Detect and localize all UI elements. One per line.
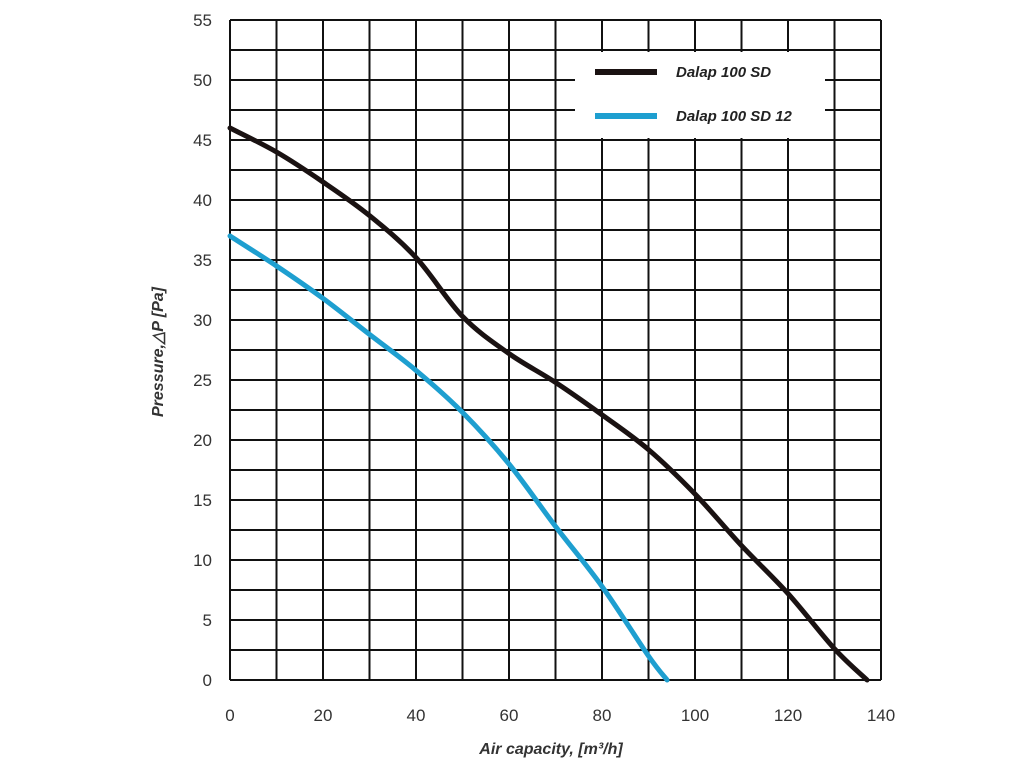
y-tick-label: 5 — [203, 611, 212, 630]
y-tick-label: 35 — [193, 251, 212, 270]
y-tick-label: 0 — [203, 671, 212, 690]
y-tick-label: 55 — [193, 11, 212, 30]
x-tick-label: 120 — [774, 706, 802, 725]
x-tick-label: 0 — [225, 706, 234, 725]
y-tick-label: 50 — [193, 71, 212, 90]
series-line-1 — [227, 125, 870, 683]
tick-labels: 0 20 40 60 80 100 120 140 0 5 10 15 20 25 30 35 40 45 50 55 — [193, 11, 895, 725]
x-tick-label: 60 — [500, 706, 519, 725]
legend-label: Dalap 100 SD — [676, 64, 771, 81]
y-tick-label: 25 — [193, 371, 212, 390]
x-tick-label: 140 — [867, 706, 895, 725]
legend: Dalap 100 SD Dalap 100 SD 12 — [575, 52, 825, 138]
y-tick-label: 10 — [193, 551, 212, 570]
x-tick-label: 100 — [681, 706, 709, 725]
series-lines — [227, 125, 870, 683]
y-tick-label: 15 — [193, 491, 212, 510]
y-tick-label: 45 — [193, 131, 212, 150]
x-tick-label: 20 — [314, 706, 333, 725]
x-tick-label: 80 — [593, 706, 612, 725]
legend-box — [575, 52, 825, 138]
x-tick-label: 40 — [407, 706, 426, 725]
y-axis-title: Pressure,△P [Pa] — [150, 286, 167, 417]
y-tick-label: 40 — [193, 191, 212, 210]
series-line-2 — [227, 233, 670, 683]
y-tick-label: 30 — [193, 311, 212, 330]
y-tick-label: 20 — [193, 431, 212, 450]
legend-label: Dalap 100 SD 12 — [676, 108, 793, 125]
x-axis-title: Air capacity, [m³/h] — [478, 741, 623, 758]
